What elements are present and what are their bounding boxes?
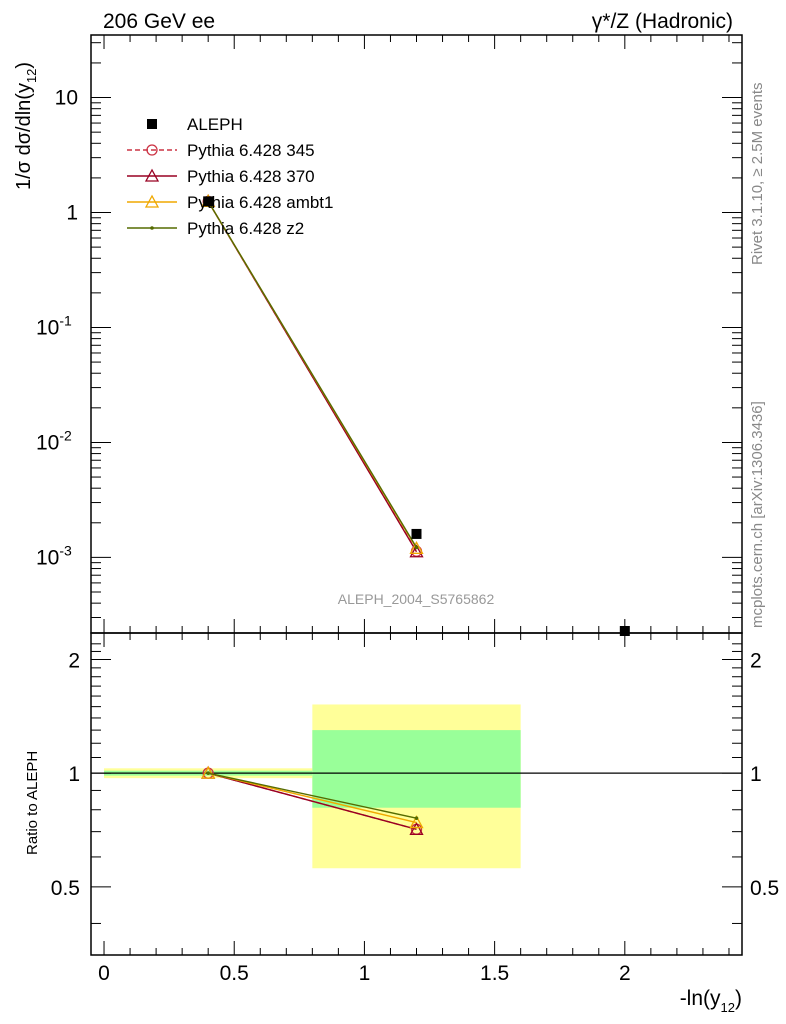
legend-marker-4 bbox=[150, 226, 154, 230]
ratio-y-tick-label-right: 2 bbox=[750, 649, 762, 672]
xlabel: -ln(y12) bbox=[680, 987, 742, 1015]
header-right: γ*/Z (Hadronic) bbox=[592, 10, 733, 33]
y-tick-label: 1 bbox=[66, 202, 78, 225]
ratio-series bbox=[201, 765, 424, 835]
ratio-point-2-0 bbox=[201, 765, 216, 779]
data-point-0 bbox=[203, 196, 214, 207]
main-series bbox=[201, 194, 630, 636]
x-tick-label: 1.5 bbox=[480, 962, 509, 985]
data-point-1 bbox=[411, 528, 422, 539]
ticks: 0 0.5 1 1.5 2 10-3 10-2 10-1 1 10 0.5 0.5 1 1 2 2 bbox=[36, 35, 779, 985]
ratio-line-3 bbox=[208, 772, 417, 819]
main-ylabel: 1/σ dσ/dln(y12) bbox=[13, 62, 39, 190]
x-tick-label: 2 bbox=[619, 962, 631, 985]
analysis-watermark: ALEPH_2004_S5765862 bbox=[338, 591, 495, 607]
legend-marker-1 bbox=[146, 144, 158, 156]
legend-label-0: ALEPH bbox=[187, 115, 243, 134]
mcplots-label: mcplots.cern.ch [arXiv:1306.3436] bbox=[749, 401, 766, 628]
legend-label-2: Pythia 6.428 370 bbox=[187, 167, 315, 186]
legend-marker-3 bbox=[144, 194, 160, 208]
x-tick-label: 0.5 bbox=[220, 962, 249, 985]
ratio-y-tick-label-right: 0.5 bbox=[750, 877, 779, 900]
series-point-1-1 bbox=[409, 544, 424, 558]
legend: ALEPH Pythia 6.428 345 Pythia 6.428 370 Pyt… bbox=[127, 115, 333, 238]
x-tick-label: 1 bbox=[359, 962, 371, 985]
ratio-point-2-1 bbox=[409, 815, 424, 829]
series-line-3 bbox=[207, 201, 418, 548]
ratio-y-tick-label-left: 0.5 bbox=[51, 877, 80, 900]
ratio-line-2 bbox=[208, 772, 417, 824]
legend-marker-2 bbox=[144, 168, 160, 182]
ratio-y-tick-label-right: 1 bbox=[750, 763, 762, 786]
ratio-ylabel: Ratio to ALEPH bbox=[24, 751, 41, 855]
y-tick-label: 10-3 bbox=[36, 542, 72, 569]
legend-label-1: Pythia 6.428 345 bbox=[187, 141, 315, 160]
series-point-2-1 bbox=[409, 540, 424, 554]
header-left: 206 GeV ee bbox=[103, 10, 215, 33]
legend-label-3: Pythia 6.428 ambt1 bbox=[187, 193, 333, 212]
ratio-point-1-1 bbox=[409, 821, 424, 835]
y-tick-label: 10 bbox=[55, 87, 78, 110]
ratio-point-3-0 bbox=[206, 771, 210, 775]
ratio-line-1 bbox=[207, 772, 417, 831]
ratio-y-tick-label-left: 2 bbox=[68, 649, 80, 672]
legend-label-4: Pythia 6.428 z2 bbox=[187, 219, 304, 238]
ratio-y-tick-label-left: 1 bbox=[68, 763, 80, 786]
x-tick-label: 0 bbox=[98, 962, 110, 985]
rivet-label: Rivet 3.1.10, ≥ 2.5M events bbox=[749, 83, 766, 266]
ratio-bands bbox=[91, 704, 742, 869]
series-point-3-1 bbox=[414, 545, 419, 550]
y-tick-label: 10-2 bbox=[36, 427, 72, 454]
ratio-point-3-1 bbox=[414, 816, 419, 820]
ratio-band-inner-1 bbox=[312, 730, 521, 808]
y-tick-label: 10-1 bbox=[36, 312, 72, 339]
legend-marker-0 bbox=[147, 119, 157, 129]
